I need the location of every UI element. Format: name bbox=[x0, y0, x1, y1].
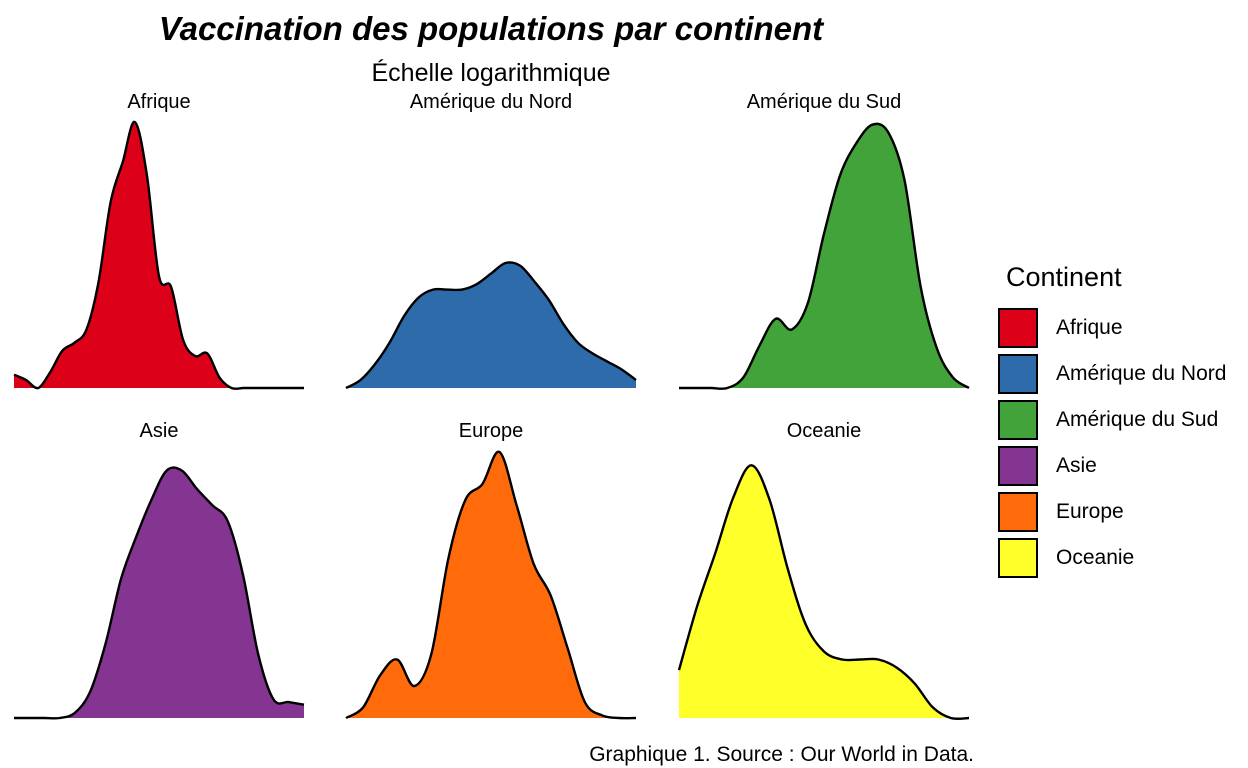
density-line-amerique-du-nord bbox=[345, 261, 637, 390]
density-area-oceanie bbox=[679, 465, 969, 719]
facet-asie: Asie bbox=[14, 420, 305, 720]
facet-label-amerique-du-nord: Amérique du Nord bbox=[410, 91, 572, 113]
legend-key-amerique-du-sud bbox=[998, 400, 1038, 440]
density-area-amerique-du-nord bbox=[346, 262, 636, 388]
legend-key-europe bbox=[998, 492, 1038, 532]
legend-label-europe: Europe bbox=[1056, 500, 1124, 523]
density-line-afrique bbox=[13, 120, 304, 390]
facet-amerique-du-nord: Amérique du Nord bbox=[345, 91, 637, 390]
facet-label-afrique: Afrique bbox=[127, 91, 190, 113]
legend-item-amerique-du-nord: Amérique du Nord bbox=[998, 351, 1226, 397]
legend-key-asie bbox=[998, 446, 1038, 486]
legend-key-oceanie bbox=[998, 538, 1038, 578]
legend-key-afrique bbox=[998, 308, 1038, 348]
density-area-asie bbox=[14, 467, 304, 719]
legend-label-afrique: Afrique bbox=[1056, 316, 1123, 339]
legend-item-afrique: Afrique bbox=[998, 305, 1226, 351]
density-area-europe bbox=[346, 451, 636, 719]
legend-item-oceanie: Oceanie bbox=[998, 535, 1226, 581]
chart-caption: Graphique 1. Source : Our World in Data. bbox=[589, 743, 974, 766]
facet-label-amerique-du-sud: Amérique du Sud bbox=[747, 91, 902, 113]
legend-title: Continent bbox=[1006, 262, 1122, 292]
facet-label-asie: Asie bbox=[140, 420, 179, 442]
facet-label-europe: Europe bbox=[459, 420, 524, 442]
density-line-amerique-du-sud bbox=[678, 122, 970, 390]
density-area-amerique-du-sud bbox=[679, 123, 969, 389]
legend-item-asie: Asie bbox=[998, 443, 1226, 489]
facet-oceanie: Oceanie bbox=[677, 420, 970, 720]
legend-items: Afrique Amérique du Nord Amérique du Sud As… bbox=[998, 305, 1226, 581]
density-area-afrique bbox=[14, 121, 304, 389]
legend-label-amerique-du-sud: Amérique du Sud bbox=[1056, 408, 1219, 431]
legend-label-asie: Asie bbox=[1056, 454, 1097, 477]
legend-item-amerique-du-sud: Amérique du Sud bbox=[998, 397, 1226, 443]
density-line-oceanie bbox=[677, 464, 970, 720]
density-line-europe bbox=[345, 450, 637, 720]
facet-afrique: Afrique bbox=[13, 91, 304, 390]
legend-label-amerique-du-nord: Amérique du Nord bbox=[1056, 362, 1227, 385]
legend-label-oceanie: Oceanie bbox=[1056, 546, 1135, 569]
legend-key-amerique-du-nord bbox=[998, 354, 1038, 394]
legend-item-europe: Europe bbox=[998, 489, 1226, 535]
chart-subtitle: Échelle logarithmique bbox=[371, 59, 611, 87]
density-line-asie bbox=[14, 466, 305, 720]
facet-europe: Europe bbox=[345, 420, 637, 720]
facet-label-oceanie: Oceanie bbox=[787, 420, 862, 442]
chart-title: Vaccination des populations par continen… bbox=[158, 10, 824, 47]
facet-panels: Afrique Amérique du Nord Amérique du Sud As… bbox=[13, 91, 970, 720]
legend: Continent Afrique Amérique du Nord Amériqu… bbox=[998, 262, 1226, 581]
facet-amerique-du-sud: Amérique du Sud bbox=[678, 91, 970, 390]
